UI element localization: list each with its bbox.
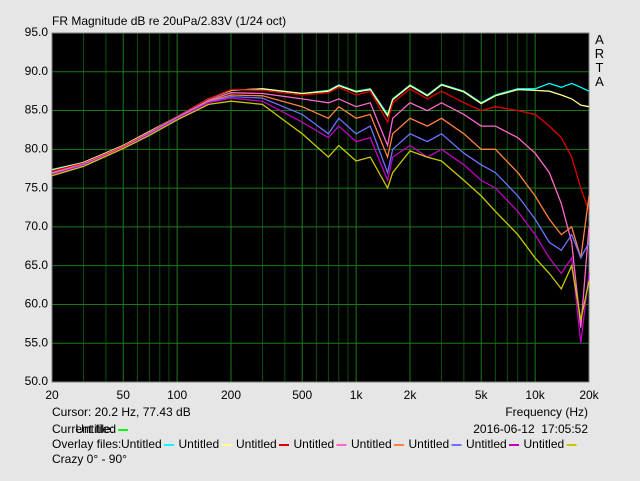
legend-label: Untitled xyxy=(466,437,507,451)
chart-title: FR Magnitude dB re 20uPa/2.83V (1/24 oct… xyxy=(52,14,286,28)
side-label: ARTA xyxy=(592,32,607,88)
fr-curve xyxy=(51,92,590,328)
x-tick-label: 500 xyxy=(292,388,312,402)
y-tick-label: 60.0 xyxy=(25,297,49,311)
fr-curve xyxy=(51,100,590,321)
caption: Crazy 0° - 90° xyxy=(52,452,127,466)
y-tick-label: 70.0 xyxy=(25,219,49,233)
plot-area xyxy=(52,33,589,382)
legend-label: Untitled xyxy=(179,437,220,451)
fr-curve xyxy=(51,97,590,344)
x-tick-label: 10k xyxy=(525,388,545,402)
x-tick-label: 2k xyxy=(404,388,418,402)
plot-border xyxy=(51,32,590,383)
current-file-label: Current file: xyxy=(52,422,114,436)
legend-label: Untitled xyxy=(294,437,335,451)
x-tick-label: 100 xyxy=(167,388,187,402)
x-tick-label: 5k xyxy=(475,388,489,402)
legend-label: Untitled xyxy=(409,437,450,451)
legend-label: Untitled xyxy=(121,437,162,451)
legend-label: Untitled xyxy=(524,437,565,451)
x-tick-label: 200 xyxy=(221,388,241,402)
x-axis-label: Frequency (Hz) xyxy=(505,405,588,419)
x-tick-label: 1k xyxy=(350,388,364,402)
y-tick-label: 75.0 xyxy=(25,180,49,194)
y-tick-label: 80.0 xyxy=(25,142,49,156)
y-tick-label: 55.0 xyxy=(25,335,49,349)
y-tick-label: 65.0 xyxy=(25,258,49,272)
timestamp: 2016-06-12 17:05:52 xyxy=(473,422,588,436)
fr-curve xyxy=(51,86,590,212)
fr-curve xyxy=(51,95,590,260)
x-tick-label: 20k xyxy=(579,388,599,402)
overlay-label: Overlay files: xyxy=(52,437,121,451)
x-tick-label: 20 xyxy=(45,388,59,402)
y-tick-label: 85.0 xyxy=(25,103,49,117)
legend-label: Untitled xyxy=(351,437,392,451)
y-tick-label: 90.0 xyxy=(25,64,49,78)
legend-label: Untitled xyxy=(236,437,277,451)
x-tick-label: 50 xyxy=(117,388,131,402)
current-file-name: Untitled xyxy=(75,422,116,436)
cursor-readout: Cursor: 20.2 Hz, 77.43 dB xyxy=(52,405,191,419)
y-tick-label: 95.0 xyxy=(25,25,49,39)
y-tick-label: 50.0 xyxy=(25,374,49,388)
